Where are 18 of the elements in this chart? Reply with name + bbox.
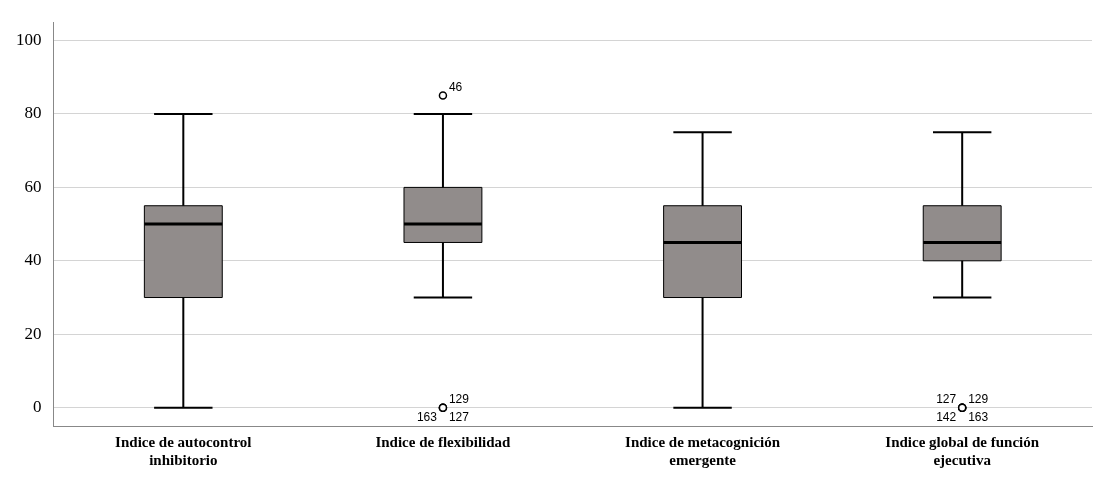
annotation: 163 (968, 409, 989, 424)
x-tick-label: Indice global de función ejecutiva (885, 433, 1040, 468)
y-tick-label: 40 (24, 250, 42, 270)
x-tick-label: Indice de flexibilidad (375, 433, 512, 450)
y-tick-label: 60 (24, 176, 42, 196)
annotation: 129 (968, 391, 989, 406)
annotation: 129 (448, 391, 470, 406)
annotation: 163 (416, 409, 438, 424)
annotation: 127 (936, 391, 957, 406)
y-tick-label: 0 (33, 397, 42, 417)
y-tick-label: 20 (24, 323, 42, 343)
x-tick-label: Indice de autocontrol inhibitorio (115, 433, 252, 468)
y-tick-label: 80 (24, 103, 42, 123)
x-tick-label: Indice de metacognición emergente (625, 433, 781, 468)
annotation: 127 (448, 409, 470, 424)
annotation: 46 (448, 79, 463, 94)
y-tick-label: 100 (16, 30, 42, 50)
annotation: 142 (936, 409, 957, 424)
